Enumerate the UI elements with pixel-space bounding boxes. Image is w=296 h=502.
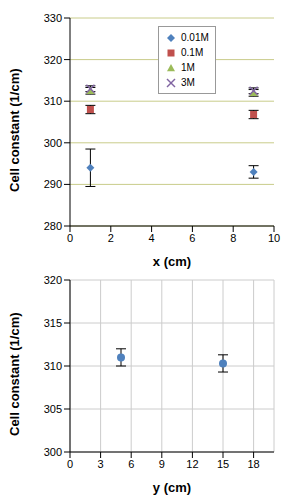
svg-text:330: 330 xyxy=(44,12,62,24)
html-text:3M: 3M xyxy=(181,77,195,88)
svg-text:Cell constant (1/cm): Cell constant (1/cm) xyxy=(8,68,22,192)
html-text:0.1M: 0.1M xyxy=(181,47,204,58)
svg-text:6: 6 xyxy=(128,458,134,470)
svg-text:310: 310 xyxy=(44,95,62,107)
svg-text:305: 305 xyxy=(44,403,62,415)
svg-text:300: 300 xyxy=(44,137,62,149)
svg-text:320: 320 xyxy=(44,274,62,286)
svg-text:Cell constant (1/cm): Cell constant (1/cm) xyxy=(8,312,22,436)
svg-text:320: 320 xyxy=(44,54,62,66)
svg-text:300: 300 xyxy=(44,446,62,458)
svg-text:315: 315 xyxy=(44,317,62,329)
svg-text:12: 12 xyxy=(186,458,198,470)
svg-text:8: 8 xyxy=(230,232,236,244)
svg-text:0: 0 xyxy=(67,458,73,470)
svg-text:6: 6 xyxy=(189,232,195,244)
svg-text:4: 4 xyxy=(149,232,155,244)
svg-text:2: 2 xyxy=(108,232,114,244)
svg-text:y (cm): y (cm) xyxy=(153,480,191,495)
svg-text:9: 9 xyxy=(159,458,165,470)
html-text:0.01M: 0.01M xyxy=(181,32,209,43)
svg-text:x (cm): x (cm) xyxy=(153,254,191,269)
svg-text:10: 10 xyxy=(268,232,280,244)
svg-text:18: 18 xyxy=(247,458,259,470)
svg-text:280: 280 xyxy=(44,220,62,232)
html-text:1M: 1M xyxy=(181,62,195,73)
svg-text:0: 0 xyxy=(67,232,73,244)
svg-text:310: 310 xyxy=(44,360,62,372)
svg-text:3: 3 xyxy=(98,458,104,470)
svg-text:15: 15 xyxy=(217,458,229,470)
svg-text:290: 290 xyxy=(44,178,62,190)
